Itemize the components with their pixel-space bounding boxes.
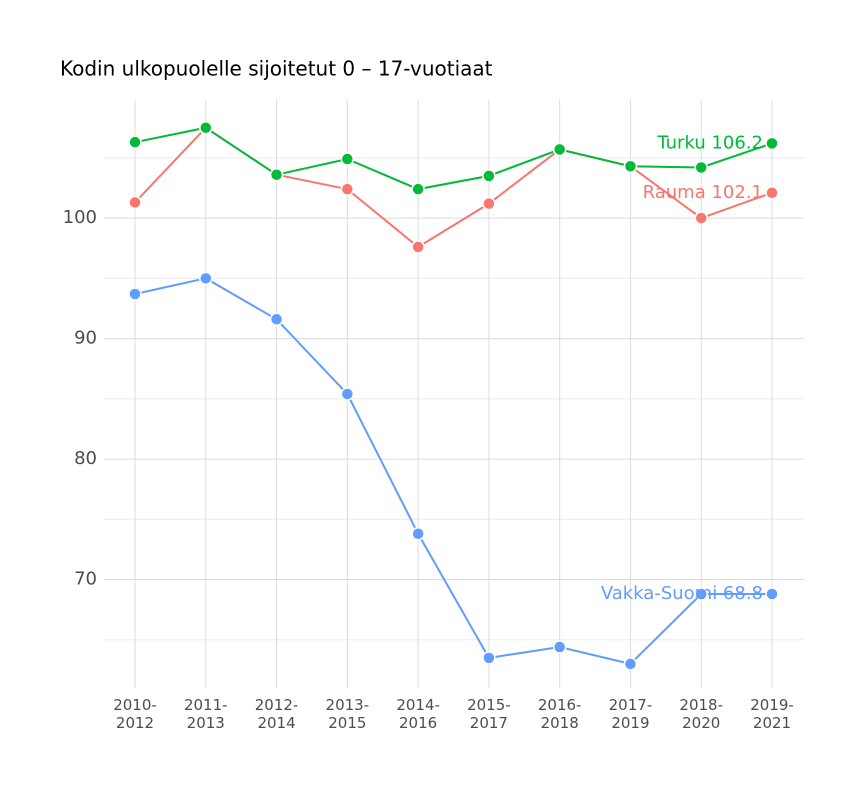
data-point (128, 195, 142, 210)
value-label: Vakka-Suomi 68.8 (601, 583, 763, 604)
x-tick-label: 2018-2020 (679, 696, 723, 732)
data-point (552, 640, 567, 654)
data-point (269, 167, 284, 182)
data-point (199, 120, 213, 135)
y-tick-label: 70 (74, 569, 97, 590)
value-label: Turku 106.2 (656, 132, 763, 153)
data-point (340, 387, 355, 401)
x-tick-label: 2014-2016 (396, 696, 440, 732)
x-tick-label: 2016-2018 (538, 696, 582, 732)
data-point (411, 182, 425, 196)
data-point (340, 182, 355, 196)
data-point (482, 651, 496, 665)
data-point (765, 136, 779, 151)
x-tick-label: 2012-2014 (255, 696, 299, 732)
series-line (134, 126, 773, 191)
data-point (482, 169, 496, 183)
data-point (765, 587, 779, 601)
x-tick-label: 2010-2012 (113, 696, 157, 732)
data-point (623, 657, 638, 671)
data-point (623, 159, 638, 174)
y-tick-label: 80 (74, 448, 97, 469)
data-point (340, 152, 355, 166)
x-tick-label: 2011-2013 (184, 696, 228, 732)
value-label: Rauma 102.1 (643, 182, 763, 203)
data-point (128, 135, 142, 149)
data-point (694, 211, 708, 225)
series-line (134, 277, 772, 666)
data-point (694, 160, 708, 175)
data-point (128, 287, 142, 301)
y-tick-label: 100 (63, 207, 97, 228)
data-point (269, 312, 284, 327)
x-tick-label: 2017-2019 (609, 696, 653, 732)
y-tick-label: 90 (74, 328, 97, 349)
x-tick-label: 2019-2021 (750, 696, 794, 732)
data-point (482, 196, 496, 211)
data-point (411, 527, 425, 541)
data-point (694, 587, 708, 601)
x-tick-label: 2013-2015 (326, 696, 370, 732)
x-tick-label: 2015-2017 (467, 696, 511, 732)
data-point (411, 240, 425, 254)
data-point (552, 142, 567, 157)
data-point (199, 271, 213, 286)
chart-title: Kodin ulkopuolelle sijoitetut 0 – 17-vuo… (60, 57, 493, 81)
data-point (765, 186, 779, 200)
